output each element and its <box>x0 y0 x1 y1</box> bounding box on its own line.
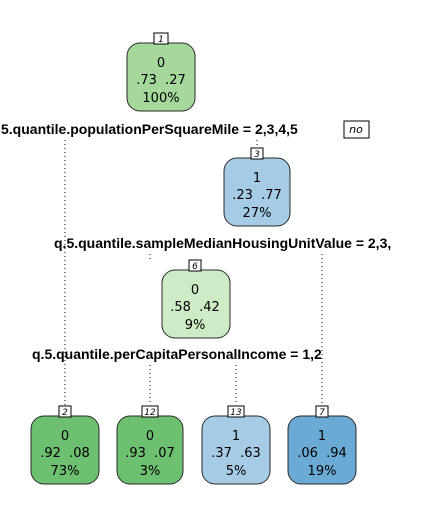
node-class-probs: .23 .77 <box>232 188 282 203</box>
tree-leaf-13: 13 1 .37 .63 5% <box>201 405 271 485</box>
node-class-label: 1 <box>253 171 261 186</box>
node-class-probs: .06 .94 <box>297 446 347 461</box>
node-id-box <box>250 147 264 160</box>
node-class-label: 1 <box>318 429 326 444</box>
tree-leaf-12: 12 0 .93 .07 3% <box>116 405 184 485</box>
node-class-label: 1 <box>232 429 240 444</box>
node-percent: 5% <box>226 464 247 479</box>
node-id-box <box>188 259 202 272</box>
tree-node-3: 3 1 .23 .77 27% <box>223 147 291 227</box>
node-class-probs: .58 .42 <box>170 300 220 315</box>
node-id: 1 <box>158 35 164 45</box>
node-id: 7 <box>319 408 325 418</box>
tree-edges <box>64 140 323 405</box>
node-class-label: 0 <box>61 429 69 444</box>
node-id: 12 <box>144 408 156 418</box>
no-label: no <box>343 120 370 139</box>
node-class-probs: .93 .07 <box>125 446 175 461</box>
node-id: 6 <box>192 262 198 272</box>
node-percent: 3% <box>140 464 161 479</box>
node-percent: 27% <box>243 206 272 221</box>
node-percent: 73% <box>51 464 80 479</box>
node-id: 3 <box>254 150 260 160</box>
tree-node-1: 1 0 .73 .27 100% <box>126 32 196 112</box>
node-percent: 19% <box>308 464 337 479</box>
node-class-label: 0 <box>146 429 154 444</box>
split-rule-3: q.5.quantile.perCapitaPersonalIncome = 1… <box>32 346 322 362</box>
node-id-box <box>58 405 72 418</box>
tree-leaf-7: 7 1 .06 .94 19% <box>287 405 357 485</box>
node-class-probs: .92 .08 <box>40 446 90 461</box>
tree-node-6: 6 0 .58 .42 9% <box>161 259 231 339</box>
node-id-box <box>153 32 169 45</box>
node-percent: 9% <box>185 318 206 333</box>
split-rule-2: q.5.quantile.sampleMedianHousingUnitValu… <box>54 235 391 251</box>
node-class-label: 0 <box>191 283 199 298</box>
node-id: 2 <box>62 408 68 418</box>
split-rule-1: 5.quantile.populationPerSquareMile = 2,3… <box>1 121 298 137</box>
no-label-text: no <box>349 123 363 136</box>
node-id-box <box>315 405 329 418</box>
node-id: 13 <box>230 408 242 418</box>
node-id-box <box>227 405 245 418</box>
no-label-box <box>343 120 370 139</box>
node-id-box <box>141 405 159 418</box>
node-class-probs: .73 .27 <box>136 73 186 88</box>
node-percent: 100% <box>142 91 179 106</box>
node-class-label: 0 <box>157 56 165 71</box>
tree-leaf-2: 2 0 .92 .08 73% <box>30 405 100 485</box>
node-class-probs: .37 .63 <box>211 446 261 461</box>
